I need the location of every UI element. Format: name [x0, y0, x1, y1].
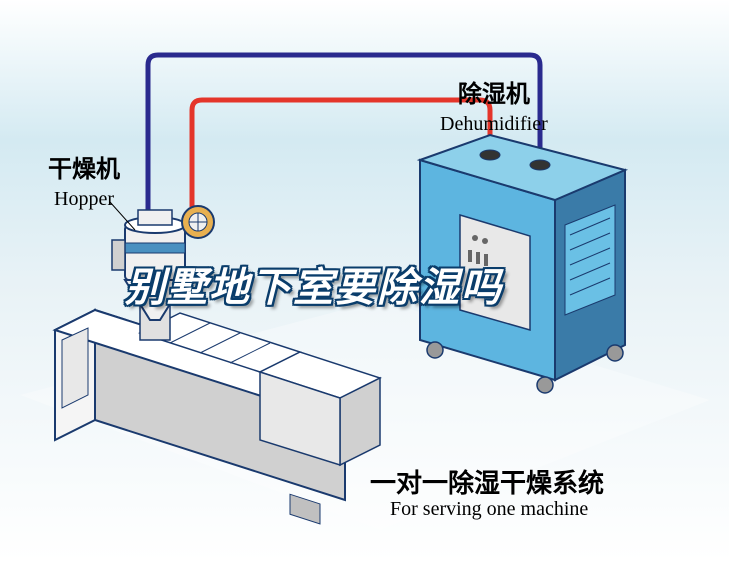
caption-cn: 一对一除湿干燥系统: [370, 463, 604, 500]
dehumidifier-label-en: Dehumidifier: [440, 111, 548, 137]
hopper-label-en: Hopper: [48, 186, 120, 212]
overlay-title: 别墅地下室要除湿吗: [125, 255, 503, 313]
hopper-label-cn: 干燥机: [48, 155, 120, 186]
hopper-label: 干燥机 Hopper: [48, 155, 120, 212]
dehumidifier-label-cn: 除湿机: [440, 80, 548, 111]
caption-en: For serving one machine: [390, 498, 588, 521]
dehumidifier-label: 除湿机 Dehumidifier: [440, 80, 548, 137]
